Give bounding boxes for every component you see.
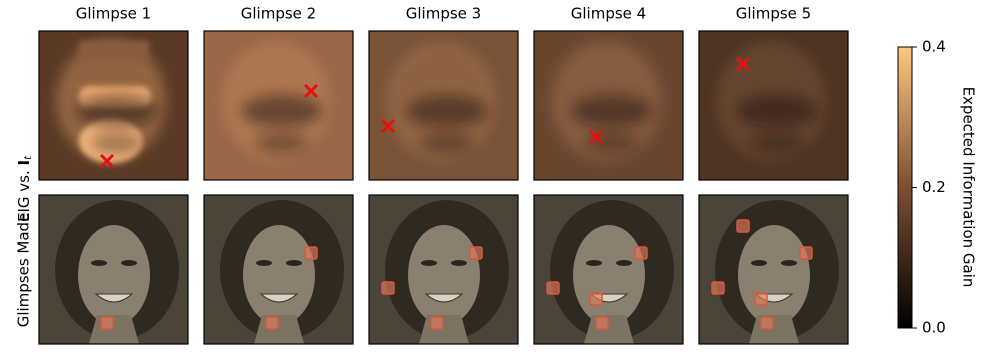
colorbar-tick-label: 0.2 — [922, 178, 946, 196]
row-label-subscript: t — [23, 155, 34, 160]
face-skin — [408, 225, 480, 325]
column-title: Glimpse 5 — [736, 5, 811, 23]
heatmap-dark — [572, 95, 652, 127]
face-neck — [749, 315, 799, 344]
figure: EIG vs. It Glimpses Made Expected Inform… — [0, 0, 984, 350]
face-skin — [738, 225, 810, 325]
column-title: Glimpse 3 — [406, 5, 481, 23]
column-title: Glimpse 2 — [241, 5, 316, 23]
face-neck — [254, 315, 304, 344]
heatmap-band — [79, 41, 149, 61]
colorbar — [898, 47, 912, 328]
column-title: Glimpse 4 — [571, 5, 646, 23]
face-image — [369, 195, 518, 344]
heatmap-dark — [77, 95, 157, 127]
face-eye — [286, 260, 302, 266]
heatmap-dark — [407, 95, 487, 127]
face-image — [204, 195, 353, 344]
face-skin — [78, 225, 150, 325]
glimpse-square — [266, 317, 278, 329]
glimpse-square — [596, 317, 608, 329]
heatmap-dark — [256, 133, 308, 153]
glimpse-square — [547, 282, 559, 294]
heatmap — [39, 31, 188, 180]
face-image — [39, 195, 188, 344]
column-title: Glimpse 1 — [76, 5, 151, 23]
face-eye — [781, 260, 797, 266]
face-skin — [243, 225, 315, 325]
face-eye — [121, 260, 137, 266]
glimpse-square — [761, 317, 773, 329]
heatmap-dark — [737, 95, 817, 127]
glimpse-square — [431, 317, 443, 329]
glimpse-square — [712, 282, 724, 294]
heatmap-dark — [242, 95, 322, 127]
face-eye — [256, 260, 272, 266]
face-image — [534, 195, 683, 344]
glimpse-square — [755, 293, 767, 305]
glimpse-square — [635, 247, 647, 259]
colorbar-tick-label: 0.0 — [922, 319, 946, 337]
face-neck — [419, 315, 469, 344]
colorbar-label: Expected Information Gain — [960, 87, 978, 288]
heatmap — [204, 31, 353, 180]
heatmap — [534, 31, 683, 180]
face-skin — [573, 225, 645, 325]
face-eye — [451, 260, 467, 266]
face-neck — [89, 315, 139, 344]
glimpse-square — [590, 293, 602, 305]
face-eye — [421, 260, 437, 266]
face-eye — [91, 260, 107, 266]
row-label: Glimpses Made — [15, 213, 33, 328]
glimpse-square — [737, 220, 749, 232]
face-image — [699, 195, 848, 344]
glimpse-square — [382, 282, 394, 294]
face-eye — [751, 260, 767, 266]
colorbar-tick-label: 0.4 — [922, 38, 946, 56]
glimpse-square — [470, 247, 482, 259]
face-neck — [584, 315, 634, 344]
heatmap — [699, 31, 848, 180]
heatmap-dark — [751, 133, 803, 153]
face-eye — [586, 260, 602, 266]
glimpse-square — [800, 247, 812, 259]
glimpse-square — [101, 317, 113, 329]
heatmap-dark — [91, 133, 143, 153]
heatmap-dark — [421, 133, 473, 153]
face-eye — [616, 260, 632, 266]
glimpse-square — [305, 247, 317, 259]
row-label: EIG vs. It — [15, 155, 35, 222]
heatmap — [369, 31, 518, 180]
